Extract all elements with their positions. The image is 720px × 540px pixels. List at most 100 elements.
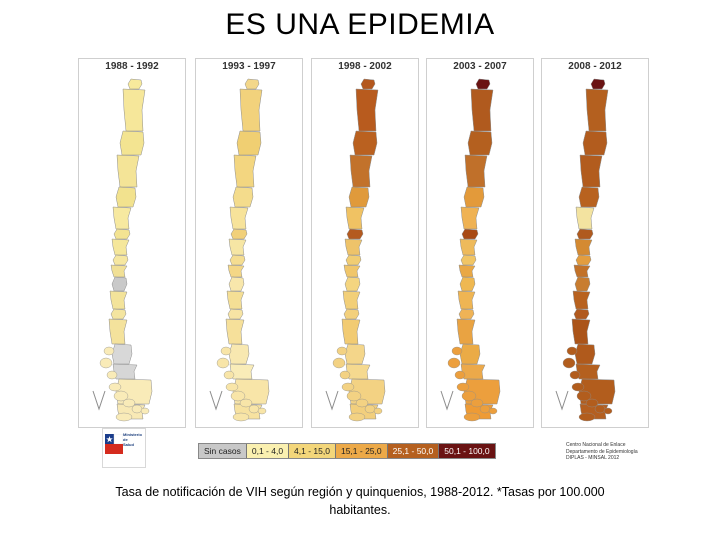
region-5 [115,186,137,208]
legend-item: 50,1 - 100,0 [439,444,495,458]
island-6 [355,398,369,408]
region-4 [116,154,140,188]
region-6 [460,206,480,230]
region-10 [458,264,476,278]
region-3 [352,130,378,156]
chile-map [555,78,616,422]
region-12 [109,290,128,310]
region-15 [459,343,481,365]
island-2 [216,357,230,369]
region-5 [463,186,485,208]
region-14 [341,318,361,345]
island-2 [562,357,576,369]
island-9 [348,412,366,422]
island-7 [131,404,143,414]
region-12 [226,290,245,310]
antarctic-territory-mark [92,390,106,411]
region-4 [579,154,603,188]
region-8 [228,238,247,256]
chile-map [440,78,501,422]
legend-item: 4,1 - 15,0 [289,444,336,458]
region-11 [111,276,128,292]
region-6 [229,206,249,230]
island-7 [364,404,376,414]
region-15 [111,343,133,365]
region-2 [585,88,609,132]
region-1 [590,78,606,90]
region-15 [344,343,366,365]
island-9 [232,412,250,422]
region-7 [576,228,594,240]
region-5 [578,186,600,208]
region-14 [571,318,591,345]
legend-item: 25,1 - 50,0 [387,444,440,458]
region-6 [112,206,132,230]
island-8 [488,407,498,415]
map-panel-label: 2003 - 2007 [453,61,507,72]
region-9 [460,254,477,266]
region-7 [461,228,479,240]
island-4 [456,382,470,392]
legend-item: Sin casos [199,444,247,458]
region-12 [342,290,361,310]
region-1 [127,78,143,90]
region-7 [113,228,131,240]
region-11 [344,276,361,292]
chile-map [92,78,153,422]
logo-line-2: Salud [123,442,134,447]
region-8 [459,238,478,256]
region-2 [355,88,379,132]
region-14 [108,318,128,345]
island-8 [257,407,267,415]
island-3 [339,370,351,380]
antarctic-territory-mark [209,390,223,411]
chile-map [209,78,270,422]
island-5 [346,390,362,402]
map-panel-3: 1998 - 2002 [311,58,419,428]
island-1 [451,346,463,356]
region-7 [230,228,248,240]
island-1 [566,346,578,356]
figure-caption: Tasa de notificación de VIH según región… [115,485,605,517]
island-3 [569,370,581,380]
island-5 [230,390,246,402]
credit-line-3: DIPLAS - MINSAL 2012 [566,455,620,461]
island-5 [461,390,477,402]
map-panel-1: 1988 - 1992 [78,58,186,428]
region-8 [574,238,593,256]
legend-item: 15,1 - 25,0 [335,444,388,458]
region-14 [456,318,476,345]
island-5 [113,390,129,402]
region-3 [236,130,262,156]
map-panel-4: 2003 - 2007 [426,58,534,428]
region-10 [343,264,361,278]
region-11 [228,276,245,292]
region-8 [344,238,363,256]
region-7 [346,228,364,240]
region-6 [575,206,595,230]
island-7 [248,404,260,414]
region-10 [573,264,591,278]
region-2 [239,88,263,132]
island-2 [332,357,346,369]
map-panel-2: 1993 - 1997 [195,58,303,428]
region-1 [244,78,260,90]
region-12 [572,290,591,310]
region-2 [122,88,146,132]
region-11 [574,276,591,292]
region-9 [229,254,246,266]
credit-line-1: Centro Nacional de Enlace [566,442,626,448]
island-9 [578,412,596,422]
map-panel-5: 2008 - 2012 [541,58,649,428]
island-4 [225,382,239,392]
region-11 [459,276,476,292]
antarctic-territory-mark [325,390,339,411]
island-6 [239,398,253,408]
map-credit: Centro Nacional de Enlace Departamento d… [566,442,650,462]
region-5 [348,186,370,208]
island-6 [470,398,484,408]
island-4 [341,382,355,392]
region-2 [470,88,494,132]
island-9 [115,412,133,422]
island-4 [108,382,122,392]
